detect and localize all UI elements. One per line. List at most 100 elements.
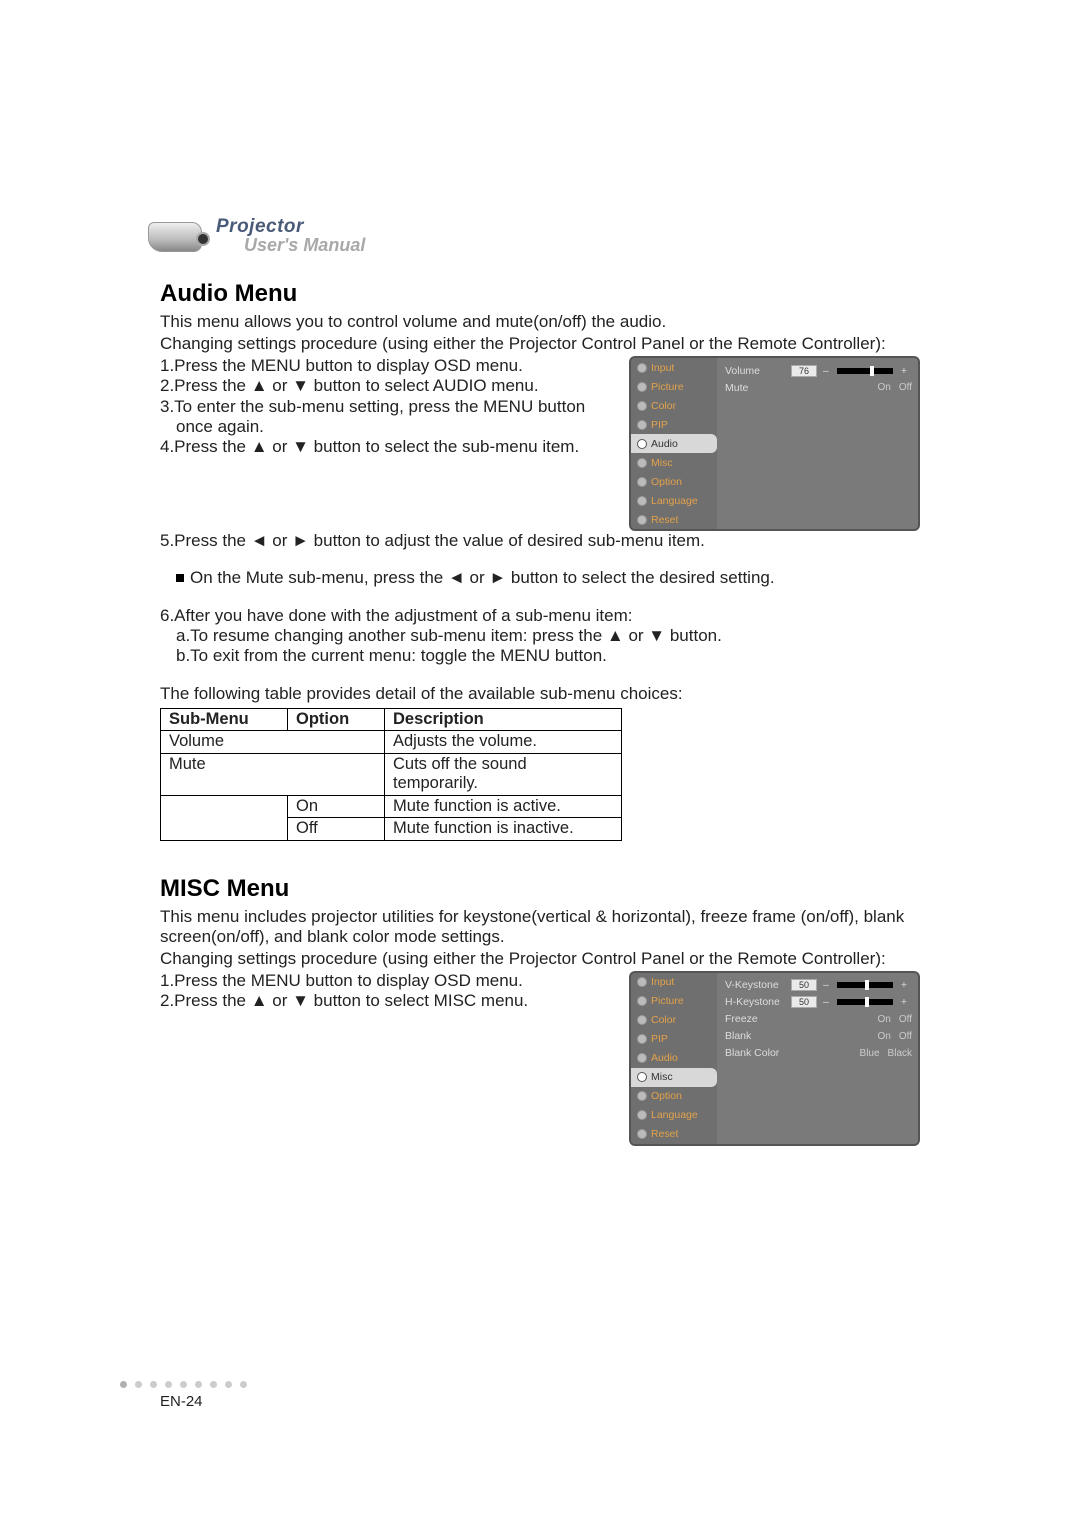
osd-blankcolor-blue: Blue xyxy=(860,1048,880,1060)
cell-mute-off: Off xyxy=(288,818,385,840)
osd-content: Volume 76 – + Mute On Off xyxy=(717,358,918,529)
osd-menu-item: Language xyxy=(631,491,717,510)
minus-icon: – xyxy=(823,365,829,377)
osd-menu-item-label: Picture xyxy=(651,381,711,393)
right-arrow-icon: ► xyxy=(489,568,506,587)
osd-mute-label: Mute xyxy=(725,382,785,394)
osd-menu-item-label: Input xyxy=(651,976,711,988)
page-header: Projector User's Manual xyxy=(140,210,365,260)
audio-step6b: b.To exit from the current menu: toggle … xyxy=(160,646,920,666)
cell-volume: Volume xyxy=(161,731,385,753)
audio-step5-bullet: On the Mute sub-menu, press the ◄ or ► b… xyxy=(160,568,920,588)
osd-menu-item-label: Language xyxy=(651,495,711,507)
osd-blankcolor-row: Blank Color Blue Black xyxy=(725,1045,912,1062)
audio-two-col: 1.Press the MENU button to display OSD m… xyxy=(160,356,920,531)
radio-icon xyxy=(637,458,647,468)
audio-intro1: This menu allows you to control volume a… xyxy=(160,312,920,332)
misc-heading: MISC Menu xyxy=(160,875,920,903)
radio-icon xyxy=(637,1072,647,1082)
osd-menu-item-label: Misc xyxy=(651,1071,711,1083)
osd-menu-item-label: Color xyxy=(651,1014,711,1026)
osd-menu-item: Reset xyxy=(631,510,717,529)
up-arrow-icon: ▲ xyxy=(251,376,268,395)
osd-vkeystone-slider xyxy=(837,982,893,988)
osd-menu-item-label: Language xyxy=(651,1109,711,1121)
osd-blank-row: Blank On Off xyxy=(725,1028,912,1045)
radio-icon xyxy=(637,996,647,1006)
projector-icon xyxy=(140,210,210,260)
osd-blankcolor-label: Blank Color xyxy=(725,1047,785,1059)
radio-icon xyxy=(637,363,647,373)
osd-menu-item-label: PIP xyxy=(651,419,711,431)
minus-icon: – xyxy=(823,996,829,1008)
audio-step2: 2.Press the ▲ or ▼ button to select AUDI… xyxy=(160,376,611,396)
osd-menu-item: Reset xyxy=(631,1125,717,1144)
osd-menu-item: Input xyxy=(631,358,717,377)
osd-volume-value: 76 xyxy=(791,365,817,377)
osd-blank-label: Blank xyxy=(725,1030,785,1042)
cell-mute-on: On xyxy=(288,795,385,817)
osd-hkeystone-row: H-Keystone 50 – + xyxy=(725,994,912,1011)
minus-icon: – xyxy=(823,979,829,991)
osd-freeze-off: Off xyxy=(899,1014,912,1026)
osd-menu-item: Color xyxy=(631,1011,717,1030)
osd-blankcolor-black: Black xyxy=(888,1048,912,1060)
radio-icon xyxy=(637,477,647,487)
osd-volume-label: Volume xyxy=(725,365,785,377)
brand-text: Projector User's Manual xyxy=(216,217,365,254)
radio-icon xyxy=(637,1034,647,1044)
audio-step6: 6.After you have done with the adjustmen… xyxy=(160,606,920,626)
audio-step6a: a.To resume changing another sub-menu it… xyxy=(160,626,920,646)
audio-table-intro: The following table provides detail of t… xyxy=(160,684,920,704)
plus-icon: + xyxy=(901,365,907,377)
th-description: Description xyxy=(385,708,622,730)
th-submenu: Sub-Menu xyxy=(161,708,288,730)
osd-menu-item-label: Audio xyxy=(651,438,711,450)
osd-menu-item: Input xyxy=(631,973,717,992)
audio-step1: 1.Press the MENU button to display OSD m… xyxy=(160,356,611,376)
up-arrow-icon: ▲ xyxy=(251,991,268,1010)
osd-vkeystone-label: V-Keystone xyxy=(725,979,785,991)
osd-menu-item: Misc xyxy=(631,453,717,472)
osd-blank-off: Off xyxy=(899,1031,912,1043)
osd-menu-item-label: Option xyxy=(651,1090,711,1102)
down-arrow-icon: ▼ xyxy=(292,437,309,456)
misc-two-col: 1.Press the MENU button to display OSD m… xyxy=(160,971,920,1146)
osd-menu-item: Picture xyxy=(631,992,717,1011)
right-arrow-icon: ► xyxy=(292,531,309,550)
cell-mute-empty xyxy=(161,795,288,840)
radio-icon xyxy=(637,1015,647,1025)
manual-page: Projector User's Manual Audio Menu This … xyxy=(0,0,1080,1528)
brand-line2: User's Manual xyxy=(244,236,365,254)
osd-menu-item: Color xyxy=(631,396,717,415)
radio-icon xyxy=(637,1110,647,1120)
osd-menu-item-label: Picture xyxy=(651,995,711,1007)
radio-icon xyxy=(637,439,647,449)
osd-hkeystone-slider xyxy=(837,999,893,1005)
osd-menu-item-label: Reset xyxy=(651,514,711,526)
audio-osd-screenshot: Input Picture Color PIP Audio MiscOption Langu… xyxy=(629,356,920,531)
down-arrow-icon: ▼ xyxy=(648,626,665,645)
osd-menu-item: PIP xyxy=(631,1030,717,1049)
cell-mute: Mute xyxy=(161,753,385,795)
radio-icon xyxy=(637,401,647,411)
footer-dots xyxy=(120,1381,247,1388)
misc-step1: 1.Press the MENU button to display OSD m… xyxy=(160,971,611,991)
osd-menu-item: Option xyxy=(631,472,717,491)
square-bullet-icon xyxy=(176,574,184,582)
audio-step4: 4.Press the ▲ or ▼ button to select the … xyxy=(160,437,611,457)
audio-heading: Audio Menu xyxy=(160,280,920,308)
osd-freeze-on: On xyxy=(878,1014,891,1026)
radio-icon xyxy=(637,1091,647,1101)
osd-menu-item-label: Color xyxy=(651,400,711,412)
osd-menu-item: Option xyxy=(631,1087,717,1106)
th-option: Option xyxy=(288,708,385,730)
misc-intro1: This menu includes projector utilities f… xyxy=(160,907,920,947)
osd-vkeystone-row: V-Keystone 50 – + xyxy=(725,977,912,994)
osd-hkeystone-label: H-Keystone xyxy=(725,996,785,1008)
left-arrow-icon: ◄ xyxy=(448,568,465,587)
osd-menu-item: Misc xyxy=(631,1068,717,1087)
osd-menu-item: Picture xyxy=(631,377,717,396)
radio-icon xyxy=(637,977,647,987)
radio-icon xyxy=(637,1053,647,1063)
